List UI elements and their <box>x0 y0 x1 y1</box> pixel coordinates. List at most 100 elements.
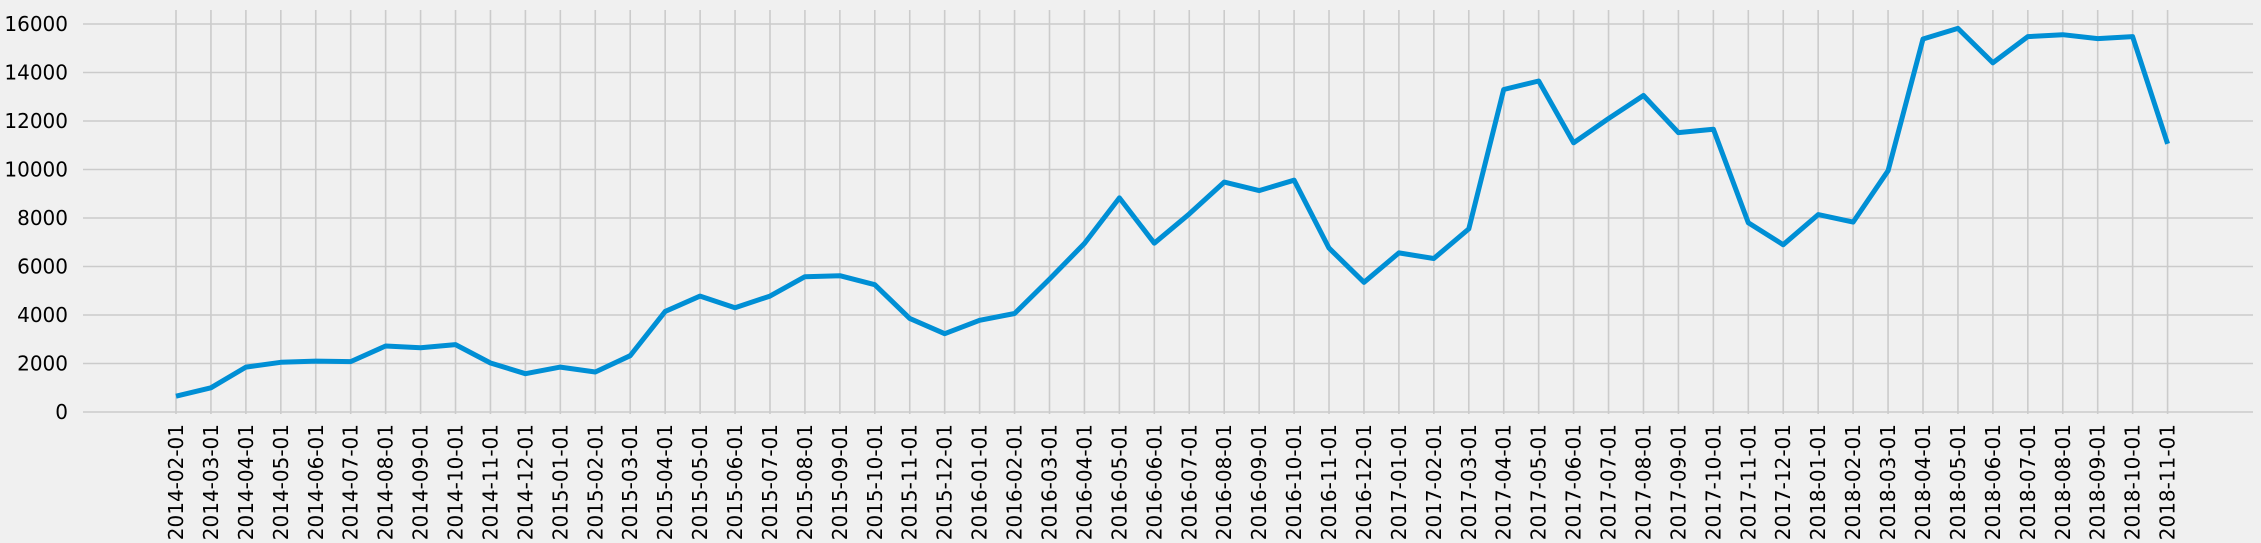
data-point <box>2060 32 2065 37</box>
data-point <box>593 369 598 374</box>
x-tick-label: 2016-01-01 <box>968 424 992 540</box>
data-point <box>1082 241 1087 246</box>
x-tick-label: 2014-09-01 <box>409 424 433 540</box>
x-tick-label: 2017-04-01 <box>1492 424 1516 540</box>
data-point <box>1571 140 1576 145</box>
data-point <box>1641 93 1646 98</box>
x-tick-label: 2017-10-01 <box>1701 424 1725 540</box>
x-tick-label: 2017-03-01 <box>1457 424 1481 540</box>
data-point <box>872 282 877 287</box>
data-point <box>1501 87 1506 92</box>
x-tick-label: 2017-11-01 <box>1736 424 1760 540</box>
data-point <box>348 359 353 364</box>
x-tick-label: 2014-12-01 <box>513 424 537 540</box>
x-axis-ticks: 2014-02-01 2014-03-01 2014-04-01 2014-05-01… <box>164 424 2180 540</box>
data-point <box>1431 256 1436 261</box>
data-point <box>1152 241 1157 246</box>
data-point <box>698 294 703 299</box>
x-tick-label: 2015-07-01 <box>758 424 782 540</box>
data-point <box>1361 280 1366 285</box>
x-tick-label: 2015-04-01 <box>653 424 677 540</box>
data-point <box>1990 60 1995 65</box>
data-point <box>1047 277 1052 282</box>
x-tick-label: 2016-12-01 <box>1352 424 1376 540</box>
data-point <box>174 394 179 399</box>
data-point <box>1292 178 1297 183</box>
data-point <box>1012 311 1017 316</box>
data-point <box>278 360 283 365</box>
x-tick-label: 2016-07-01 <box>1177 424 1201 540</box>
data-point <box>2130 34 2135 39</box>
x-tick-label: 2015-05-01 <box>688 424 712 540</box>
x-tick-label: 2017-08-01 <box>1631 424 1655 540</box>
data-point <box>942 331 947 336</box>
data-point <box>383 344 388 349</box>
data-point <box>1676 130 1681 135</box>
x-tick-label: 2017-05-01 <box>1527 424 1551 540</box>
x-tick-label: 2018-02-01 <box>1841 424 1865 540</box>
x-tick-label: 2015-12-01 <box>933 424 957 540</box>
x-tick-label: 2018-07-01 <box>2016 424 2040 540</box>
x-tick-label: 2016-09-01 <box>1247 424 1271 540</box>
x-tick-label: 2018-01-01 <box>1806 424 1830 540</box>
x-tick-label: 2014-11-01 <box>478 424 502 540</box>
y-tick-label: 4000 <box>17 303 68 327</box>
data-point <box>243 365 248 370</box>
x-tick-label: 2017-01-01 <box>1387 424 1411 540</box>
series-line <box>175 25 2170 399</box>
data-point <box>837 273 842 278</box>
x-tick-label: 2016-11-01 <box>1317 424 1341 540</box>
data-point <box>1222 180 1227 185</box>
x-tick-label: 2016-04-01 <box>1072 424 1096 540</box>
data-point <box>1711 127 1716 132</box>
data-point <box>1327 246 1332 251</box>
x-tick-label: 2016-06-01 <box>1142 424 1166 540</box>
x-tick-label: 2018-08-01 <box>2051 424 2075 540</box>
data-point <box>907 316 912 321</box>
x-tick-label: 2014-03-01 <box>199 424 223 540</box>
x-tick-label: 2015-03-01 <box>618 424 642 540</box>
x-tick-label: 2018-03-01 <box>1876 424 1900 540</box>
x-tick-label: 2016-10-01 <box>1282 424 1306 540</box>
data-point <box>1746 220 1751 225</box>
data-point <box>977 318 982 323</box>
y-tick-label: 8000 <box>17 206 68 230</box>
x-tick-label: 2018-11-01 <box>2156 424 2180 540</box>
data-point <box>1536 78 1541 83</box>
x-tick-label: 2015-09-01 <box>828 424 852 540</box>
data-point <box>1781 242 1786 247</box>
x-tick-label: 2015-02-01 <box>583 424 607 540</box>
data-point <box>1921 37 1926 42</box>
x-tick-label: 2017-09-01 <box>1666 424 1690 540</box>
data-point <box>1187 211 1192 216</box>
data-point <box>313 359 318 364</box>
data-point <box>1396 250 1401 255</box>
x-tick-label: 2015-10-01 <box>863 424 887 540</box>
data-point <box>1816 212 1821 217</box>
data-point <box>2025 34 2030 39</box>
data-point <box>663 309 668 314</box>
y-tick-label: 14000 <box>4 61 68 85</box>
x-tick-label: 2017-06-01 <box>1562 424 1586 540</box>
data-point <box>1117 195 1122 200</box>
series-layer <box>174 25 2170 399</box>
y-axis-ticks: 0 2000 4000 6000 8000 10000 12000 14000 16000 <box>4 12 68 424</box>
x-tick-label: 2014-02-01 <box>164 424 188 540</box>
x-tick-label: 2018-09-01 <box>2086 424 2110 540</box>
data-point <box>488 361 493 366</box>
data-point <box>1955 26 1960 31</box>
data-point <box>558 365 563 370</box>
x-tick-label: 2015-01-01 <box>548 424 572 540</box>
x-tick-label: 2018-04-01 <box>1911 424 1935 540</box>
data-point <box>208 385 213 390</box>
x-tick-label: 2018-10-01 <box>2121 424 2145 540</box>
x-tick-label: 2014-04-01 <box>234 424 258 540</box>
data-point <box>1257 188 1262 193</box>
x-tick-label: 2016-03-01 <box>1038 424 1062 540</box>
grid-lines <box>83 10 2253 414</box>
data-point <box>2095 36 2100 41</box>
y-tick-label: 2000 <box>17 352 68 376</box>
x-tick-label: 2017-12-01 <box>1771 424 1795 540</box>
x-tick-label: 2014-06-01 <box>304 424 328 540</box>
